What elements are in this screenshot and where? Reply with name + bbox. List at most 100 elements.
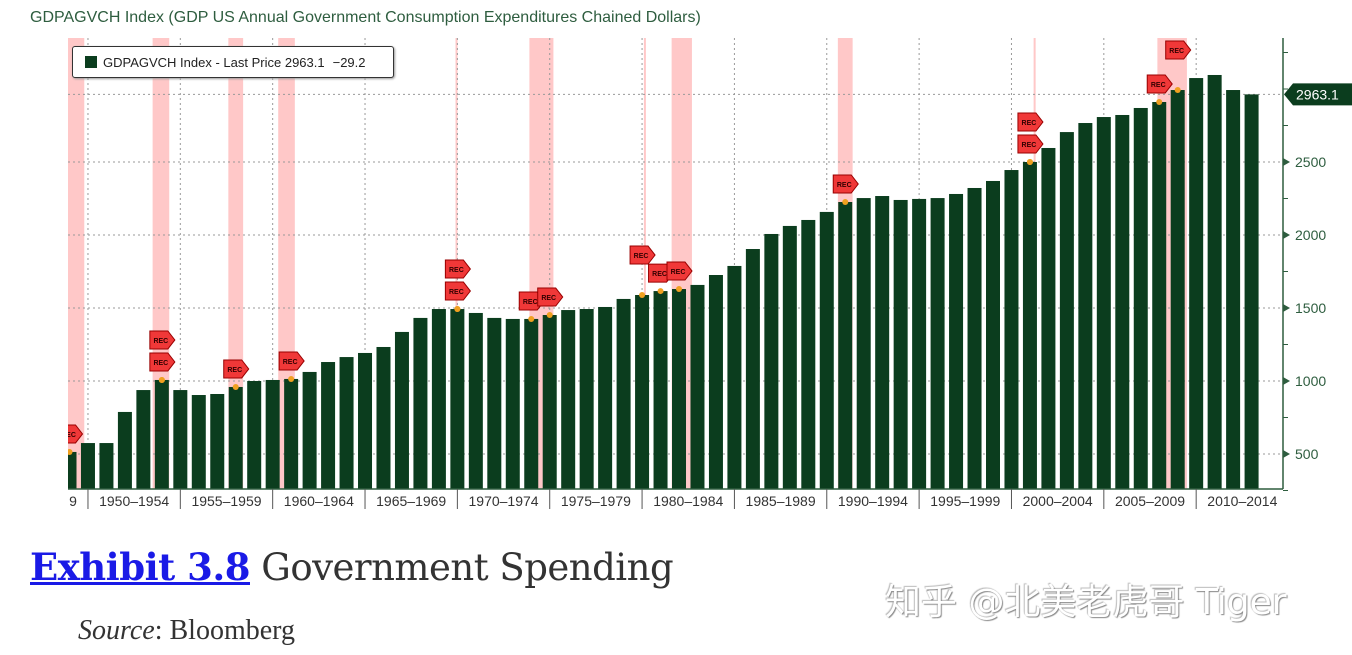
x-tick-label: 1965–1969 [376, 493, 446, 509]
rec-label: REC [449, 267, 464, 274]
bar-2012 [1226, 90, 1241, 489]
recession-dot [676, 286, 683, 293]
y-tick-label: 500 [1295, 446, 1319, 462]
y-tick-arrow [1283, 450, 1290, 458]
x-tick-label: 1980–1984 [653, 493, 723, 509]
x-tick-label: 9 [69, 493, 77, 509]
bar-1984 [708, 275, 723, 489]
rec-label: REC [283, 359, 298, 366]
rec-label: REC [1022, 142, 1037, 149]
recession-dot [1174, 87, 1181, 94]
rec-flag-icon [537, 287, 564, 307]
rec-marker: REC [278, 351, 305, 371]
bar-1962 [302, 371, 317, 489]
rec-label: REC [837, 182, 852, 189]
source-line: Source: Bloomberg [78, 615, 295, 646]
bar-2002 [1041, 147, 1056, 489]
bar-1972 [487, 317, 502, 489]
rec-flag-icon [666, 261, 693, 281]
bar-1992 [856, 198, 871, 489]
bar-2000 [1004, 170, 1019, 489]
bar-1974 [524, 318, 539, 489]
x-tick-label: 2010–2014 [1207, 493, 1277, 509]
bar-1959 [247, 381, 262, 489]
bar-2010 [1189, 78, 1204, 489]
rec-label: REC [1151, 82, 1166, 89]
bar-1970 [450, 309, 465, 489]
rec-flag-icon [223, 359, 250, 379]
bar-1950 [80, 443, 95, 489]
rec-flag-icon [149, 330, 176, 350]
rec-marker: REC [223, 359, 250, 379]
bar-1961 [284, 378, 299, 489]
rec-flag-icon [444, 281, 472, 301]
bar-1977 [579, 309, 594, 489]
y-tick-label: 1500 [1295, 300, 1326, 316]
rec-marker: REC [666, 261, 693, 281]
recession-band [152, 38, 170, 489]
rec-label: REC [652, 271, 667, 278]
bar-1990 [819, 211, 834, 489]
bar-2009 [1170, 90, 1185, 489]
rec-flag-icon [1017, 112, 1044, 132]
rec-flag-icon [444, 259, 472, 279]
bar-1981 [653, 291, 668, 489]
x-tick-label: 2000–2004 [1023, 493, 1093, 509]
rec-marker: REC [61, 424, 84, 444]
bar-1954 [154, 379, 169, 489]
recession-dot [1026, 159, 1033, 165]
recession-dot [1156, 98, 1163, 105]
rec-flag-icon [278, 351, 305, 371]
rec-label: REC [227, 367, 242, 374]
bar-1979 [616, 298, 631, 489]
x-tick-label: 1950–1954 [99, 493, 169, 509]
bar-1949 [68, 451, 77, 489]
rec-marker: REC [444, 259, 472, 279]
bar-1966 [376, 346, 391, 489]
rec-label: REC [153, 360, 168, 367]
bar-1995 [912, 198, 927, 489]
y-tick-label: 1000 [1295, 373, 1326, 389]
exhibit-link[interactable]: Exhibit 3.8 [30, 545, 251, 589]
rec-label: REC [61, 432, 76, 439]
legend-last-price: 2963.1 [284, 54, 325, 70]
source-value: Bloomberg [169, 615, 295, 646]
watermark: 知乎 @北美老虎哥 Tiger [885, 582, 1287, 623]
bar-1955 [173, 390, 188, 489]
bar-1956 [191, 395, 206, 489]
bar-2008 [1152, 101, 1167, 489]
recession-dot [842, 199, 849, 206]
bar-1985 [727, 265, 742, 489]
rec-flag-icon [832, 174, 859, 194]
recession-dot [288, 375, 295, 382]
rec-label: REC [671, 269, 686, 276]
bar-1986 [745, 249, 760, 489]
bar-1991 [838, 202, 853, 489]
y-tick-arrow [1283, 231, 1290, 239]
bar-1957 [210, 393, 225, 489]
bar-1968 [413, 317, 428, 489]
rec-label: REC [449, 289, 464, 296]
rec-label: REC [523, 299, 538, 306]
bar-1996 [930, 198, 945, 489]
rec-marker: REC [832, 174, 859, 194]
x-tick-label: 1970–1974 [469, 493, 539, 509]
bar-1952 [117, 411, 132, 489]
bar-1964 [339, 357, 354, 489]
rec-flag-icon [1165, 40, 1192, 60]
recession-dot [528, 315, 535, 322]
rec-marker: REC [149, 330, 176, 350]
bar-1987 [764, 233, 779, 489]
bar-1997 [949, 193, 964, 489]
recession-dot [546, 312, 553, 319]
recession-dot [639, 292, 646, 299]
legend-swatch [85, 56, 97, 68]
recession-dot [657, 288, 664, 295]
bar-1951 [99, 443, 114, 489]
bar-2005 [1096, 117, 1111, 489]
x-tick-label: 1990–1994 [838, 493, 908, 509]
x-tick-label: 2005–2009 [1115, 493, 1185, 509]
y-tick-arrow [1283, 158, 1290, 166]
bar-2011 [1207, 74, 1222, 489]
